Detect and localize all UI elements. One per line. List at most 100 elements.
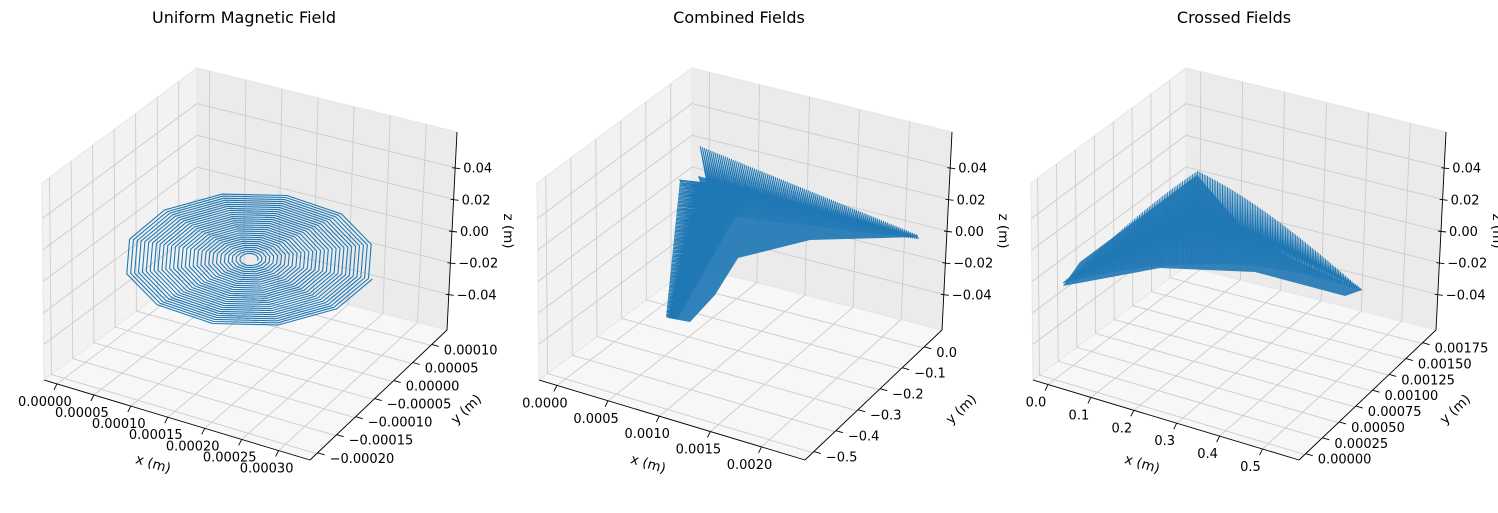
z-gridline <box>42 103 456 219</box>
z-tick-label: 0.00 <box>1449 225 1478 240</box>
y-tick <box>924 346 932 350</box>
z-tick <box>445 293 454 296</box>
y-tick <box>336 434 344 438</box>
y-gridline <box>113 129 374 400</box>
y-tick-label: −0.5 <box>826 451 858 466</box>
x-tick <box>164 417 169 424</box>
x-gridline <box>241 115 391 440</box>
y-tick-label: 0.00100 <box>1385 389 1439 404</box>
x-axis-label: x (m) <box>1123 451 1162 477</box>
x-tick-label: 0.0010 <box>624 427 670 442</box>
z-tick <box>945 198 954 201</box>
x-tick-label: 0.0000 <box>522 396 568 411</box>
x-gridline <box>1090 81 1244 398</box>
x-axis-line <box>538 379 806 461</box>
y-tick <box>880 388 888 392</box>
x-tick <box>1216 435 1221 443</box>
chart-title: Uniform Magnetic Field <box>152 8 336 27</box>
y-gridline <box>1093 135 1356 408</box>
x-tick-label: 0.1 <box>1069 408 1090 423</box>
y-tick <box>1322 437 1330 441</box>
x-tick <box>604 400 609 407</box>
y-tick-label: −0.4 <box>848 430 880 445</box>
z-tick <box>940 293 949 296</box>
y-tick <box>902 367 910 371</box>
y-tick-label: −0.00005 <box>387 398 452 413</box>
y-tick <box>813 451 821 455</box>
x-tick-label: 0.00015 <box>129 428 183 443</box>
z-gridline <box>1031 166 1442 282</box>
z-tick-label: 0.00 <box>460 225 489 240</box>
z-tick-label: −0.02 <box>458 257 498 272</box>
x-gridline <box>607 84 760 402</box>
y-gridline <box>1037 178 1305 455</box>
y-gridline <box>135 113 393 382</box>
trajectory-line <box>1062 170 1363 291</box>
x-tick <box>1173 423 1178 430</box>
y-tick-label: 0.00125 <box>1401 373 1455 388</box>
x-tick <box>758 446 762 454</box>
y-tick-label: −0.3 <box>870 409 902 424</box>
x-gridline <box>204 106 355 429</box>
y-gridline <box>1131 107 1389 376</box>
z-gridline <box>42 134 454 251</box>
y-gridline <box>156 97 412 364</box>
z-tick <box>447 262 456 265</box>
y-tick <box>374 398 382 402</box>
y-axis-label: y (m) <box>943 391 980 427</box>
trajectory-fill <box>1063 175 1362 296</box>
y-gridline <box>545 176 813 454</box>
y-gridline <box>70 161 336 437</box>
y-tick <box>1422 342 1430 346</box>
y-tick <box>1372 389 1380 393</box>
y-axis-line <box>309 329 448 461</box>
chart-title: Combined Fields <box>673 8 805 27</box>
y-gridline <box>1112 121 1372 392</box>
y-tick-label: −0.00010 <box>368 416 433 431</box>
z-gridline <box>43 198 451 314</box>
y-tick-label: 0.00075 <box>1368 405 1422 420</box>
x-tick-label: 0.00020 <box>166 439 220 454</box>
y-tick-label: 0.00025 <box>1334 437 1388 452</box>
y-tick <box>835 430 844 434</box>
z-tick <box>1439 198 1448 201</box>
x-tick <box>655 415 660 423</box>
z-gridline <box>1031 134 1443 251</box>
z-tick-label: −0.04 <box>952 288 992 303</box>
y-tick <box>317 452 325 456</box>
z-axis-label: z (m) <box>1489 213 1498 248</box>
y-tick-label: 0.00000 <box>406 380 460 395</box>
y-gridline <box>1150 93 1406 360</box>
z-gridline <box>537 166 948 282</box>
y-tick-label: 0.00000 <box>1318 453 1372 468</box>
y-tick-label: 0.00050 <box>1351 421 1405 436</box>
x-tick <box>201 428 206 435</box>
x-gridline <box>1176 102 1327 424</box>
z-tick-label: −0.04 <box>457 288 497 303</box>
z-tick-label: 0.00 <box>955 225 984 240</box>
y-tick <box>1405 358 1414 361</box>
x-tick-label: 0.0015 <box>676 443 722 458</box>
y-tick-label: 0.00150 <box>1418 358 1472 373</box>
x-axis-line <box>1032 379 1300 461</box>
z-tick-label: 0.04 <box>1452 162 1481 177</box>
x-gridline <box>1262 123 1411 450</box>
x-tick <box>275 450 279 457</box>
y-gridline <box>1056 164 1322 440</box>
y-gridline <box>570 157 835 433</box>
x-axis-line <box>43 379 311 461</box>
y-tick-label: −0.00015 <box>349 434 414 449</box>
x-tick-label: 0.00030 <box>240 462 294 477</box>
z-axis-label: z (m) <box>995 213 1011 248</box>
y-tick-label: −0.2 <box>892 388 924 403</box>
y-tick-label: 0.00175 <box>1435 342 1489 357</box>
y-gridline <box>49 177 317 455</box>
z-tick <box>1436 262 1445 265</box>
x-tick <box>1130 410 1135 417</box>
y-tick-label: 0.00010 <box>444 343 498 358</box>
x-tick <box>53 383 58 391</box>
y-gridline <box>1169 79 1422 344</box>
z-gridline <box>42 166 453 282</box>
x-tick-label: 0.3 <box>1154 434 1175 449</box>
x-tick-label: 0.0 <box>1026 396 1047 411</box>
